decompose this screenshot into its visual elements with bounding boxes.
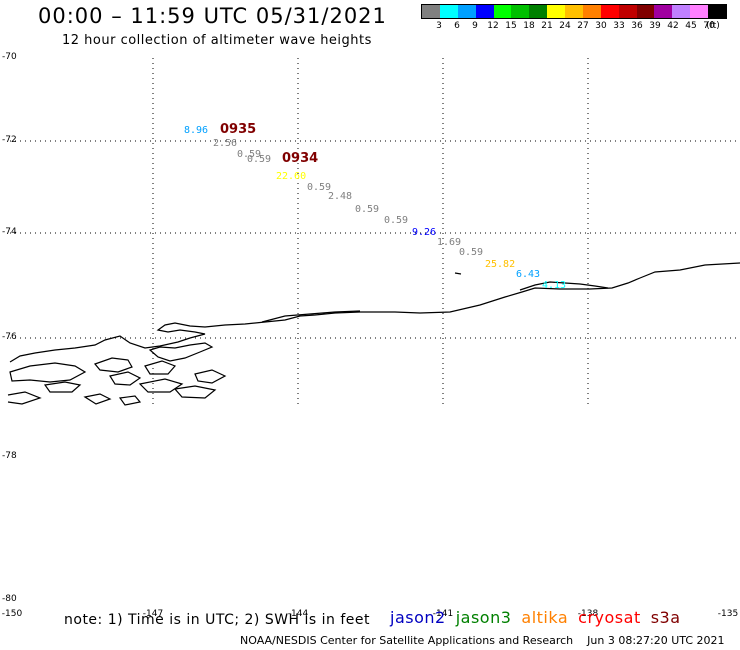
color-scale-swatch xyxy=(690,5,708,18)
color-scale-swatch xyxy=(439,5,458,18)
color-scale-swatch xyxy=(511,5,530,18)
coastline-ice-shelf-edge xyxy=(9,262,740,363)
satellite-jason2: jason2 xyxy=(390,608,446,627)
island-6 xyxy=(138,378,184,393)
wave-height-value: 0.59 xyxy=(459,247,483,258)
wave-height-value: 0.59 xyxy=(237,149,261,160)
generated-timestamp: Jun 3 08:27:20 UTC 2021 xyxy=(587,634,725,647)
lon-label: -147 xyxy=(142,609,164,619)
lon-label: -135 xyxy=(717,609,739,619)
satellite-cryosat: cryosat xyxy=(578,608,641,627)
color-scale-bar xyxy=(421,4,727,19)
graticule xyxy=(10,58,740,405)
color-scale-swatch xyxy=(493,5,512,18)
color-scale-swatch xyxy=(654,5,673,18)
credit-line: NOAA/NESDIS Center for Satellite Applica… xyxy=(240,634,739,647)
satellite-legend: jason2 jason3 altika cryosat s3a xyxy=(390,608,691,627)
color-scale-tick: 3 xyxy=(436,21,442,31)
color-scale-tick: 45 xyxy=(685,21,697,31)
color-scale-tick: 33 xyxy=(613,21,625,31)
coastline-inner-edge xyxy=(261,310,361,323)
island-2 xyxy=(43,381,82,393)
color-scale-tick: 42 xyxy=(667,21,679,31)
lon-label: -141 xyxy=(432,609,454,619)
color-scale-unit: (ft) xyxy=(706,21,720,31)
color-scale-swatch xyxy=(457,5,476,18)
units-note: note: 1) Time is in UTC; 2) SWH is in fe… xyxy=(64,612,371,628)
color-scale-swatch xyxy=(529,5,548,18)
color-scale-tick: 6 xyxy=(454,21,460,31)
color-scale-tick: 21 xyxy=(541,21,553,31)
color-scale-legend: 3 6 9 12 15 18 21 24 27 30 33 36 39 42 45 70 (ft) xyxy=(421,4,727,33)
color-scale-swatch xyxy=(547,5,565,18)
wave-height-value: 1.69 xyxy=(437,237,461,248)
wave-height-value: 0.59 xyxy=(384,215,408,226)
wave-height-value: 9.26 xyxy=(412,227,436,238)
coastline xyxy=(7,262,740,406)
wave-height-value: 0.59 xyxy=(247,154,271,165)
satellite-altika: altika xyxy=(521,608,569,627)
wave-height-value: 2.56 xyxy=(213,138,237,149)
island-10 xyxy=(83,393,112,405)
pass-time-label: 0935 xyxy=(220,122,256,137)
color-scale-tick: 30 xyxy=(595,21,607,31)
color-scale-swatch xyxy=(565,5,583,18)
lat-label: -74 xyxy=(2,227,17,237)
color-scale-tick: 9 xyxy=(472,21,478,31)
color-scale-swatch xyxy=(672,5,691,18)
color-scale-tick: 70 xyxy=(703,21,715,31)
satellite-jason3: jason3 xyxy=(455,608,512,627)
wave-height-value: 22.60 xyxy=(276,171,306,182)
lat-label: -70 xyxy=(2,52,17,62)
page-title: 00:00 – 11:59 UTC 05/31/2021 xyxy=(38,4,387,28)
color-scale-swatch xyxy=(636,5,655,18)
pass-time-label: 0934 xyxy=(282,151,318,166)
lat-label: -76 xyxy=(2,332,17,342)
color-scale-swatch xyxy=(422,5,440,18)
color-scale-swatch xyxy=(475,5,494,18)
satellite-s3a: s3a xyxy=(650,608,681,627)
lon-label: -138 xyxy=(577,609,599,619)
color-scale-tick: 12 xyxy=(487,21,499,31)
lat-label: -80 xyxy=(2,594,17,604)
wave-height-value: 0.59 xyxy=(355,204,379,215)
coastline-bay xyxy=(148,342,214,362)
color-scale-tick: 15 xyxy=(505,21,517,31)
color-scale-labels: 3 6 9 12 15 18 21 24 27 30 33 36 39 42 45 70 (ft) xyxy=(421,19,727,33)
island-11 xyxy=(118,395,142,406)
lon-label: -150 xyxy=(1,609,23,619)
credit-text: NOAA/NESDIS Center for Satellite Applica… xyxy=(240,634,574,647)
island-3 xyxy=(93,357,133,373)
island-7 xyxy=(173,385,217,399)
lon-label: -144 xyxy=(287,609,309,619)
color-scale-swatch xyxy=(600,5,619,18)
island-1 xyxy=(9,362,87,383)
wave-height-value: 0.59 xyxy=(307,182,331,193)
island-5 xyxy=(144,360,177,375)
wave-height-value: 25.82 xyxy=(485,259,515,270)
island-8 xyxy=(194,369,227,384)
wave-height-value: 8.96 xyxy=(184,125,208,136)
color-scale-tick: 36 xyxy=(631,21,643,31)
lat-label: -78 xyxy=(2,451,17,461)
color-scale-tick: 24 xyxy=(559,21,571,31)
color-scale-swatch xyxy=(582,5,601,18)
lat-label: -72 xyxy=(2,135,17,145)
color-scale-tick: 39 xyxy=(649,21,661,31)
island-12 xyxy=(454,272,462,275)
island-9 xyxy=(7,391,42,405)
color-scale-tick: 18 xyxy=(523,21,535,31)
color-scale-tick: 27 xyxy=(577,21,589,31)
color-scale-swatch xyxy=(708,5,726,18)
page-subtitle: 12 hour collection of altimeter wave hei… xyxy=(62,33,372,48)
island-4 xyxy=(109,371,142,386)
wave-height-value: 6.43 xyxy=(516,269,540,280)
wave-height-value: 4.13 xyxy=(542,280,566,291)
coastline-shelf-spur xyxy=(519,281,609,291)
color-scale-swatch xyxy=(618,5,637,18)
wave-height-value: 2.48 xyxy=(328,191,352,202)
